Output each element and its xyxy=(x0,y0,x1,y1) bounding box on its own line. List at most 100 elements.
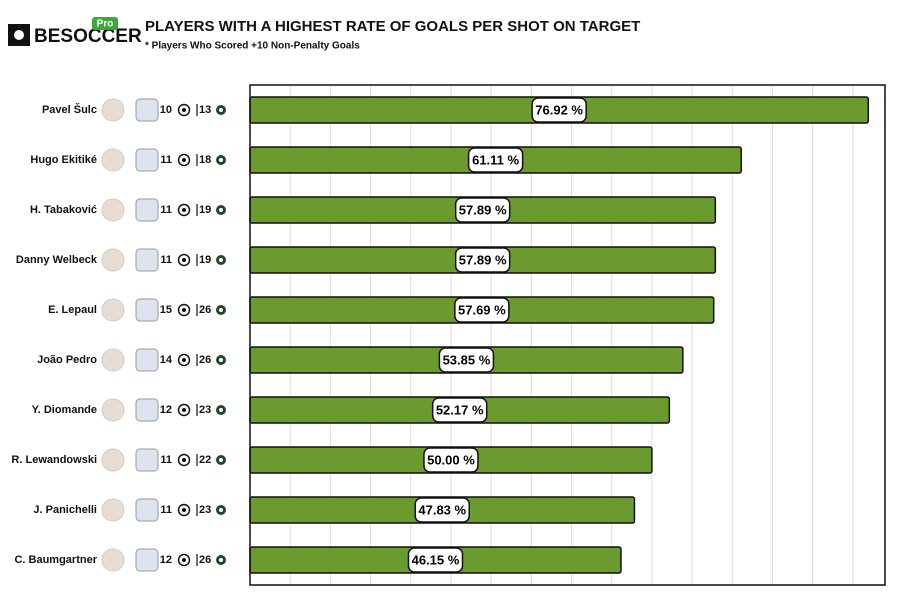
value-label-bg xyxy=(431,397,488,423)
shots-on-target: 13 xyxy=(199,104,211,116)
player-name: Y. Diomande xyxy=(32,404,97,416)
player-name: R. Lewandowski xyxy=(11,454,97,466)
goals: 11 xyxy=(160,504,172,516)
player-photo xyxy=(101,348,125,372)
shot-icon-center xyxy=(219,208,223,212)
shots-on-target: 22 xyxy=(199,454,211,466)
player-name: João Pedro xyxy=(37,354,97,366)
value-label-bg xyxy=(454,297,510,323)
player-name: Danny Welbeck xyxy=(16,254,98,266)
ball-icon-center xyxy=(182,158,186,162)
value-label: 76.92 % xyxy=(535,102,583,117)
shots-on-target: 23 xyxy=(199,504,211,516)
ball-icon-center xyxy=(182,358,186,362)
ball-icon-center xyxy=(182,108,186,112)
value-label-bg xyxy=(414,497,470,523)
value-label-bg xyxy=(531,97,587,123)
row: J. Panichelli 11 23 47.83 % xyxy=(33,496,636,524)
club-logo xyxy=(135,248,159,272)
ball-icon-center xyxy=(182,508,186,512)
ball-icon-center xyxy=(182,408,186,412)
goals: 11 xyxy=(160,254,172,266)
shots-on-target: 26 xyxy=(199,304,211,316)
row: Hugo Ekitiké 11 18 61.11 % xyxy=(30,146,742,174)
goals: 12 xyxy=(160,554,172,566)
row: R. Lewandowski 11 22 50.00 % xyxy=(11,446,653,474)
player-photo xyxy=(101,298,125,322)
player-photo xyxy=(101,198,125,222)
shots-on-target: 23 xyxy=(199,404,211,416)
player-name: Hugo Ekitiké xyxy=(30,154,97,166)
value-label: 47.83 % xyxy=(418,502,466,517)
player-photo xyxy=(101,448,125,472)
value-label: 61.11 % xyxy=(472,152,519,167)
club-logo xyxy=(135,398,159,422)
row: C. Baumgartner 12 26 46.15 % xyxy=(14,546,622,574)
player-photo xyxy=(101,98,125,122)
shot-icon-center xyxy=(219,308,223,312)
player-photo xyxy=(101,398,125,422)
shots-on-target: 26 xyxy=(199,354,211,366)
club-logo xyxy=(135,348,159,372)
club-logo xyxy=(135,198,159,222)
club-logo xyxy=(135,298,159,322)
value-label: 50.00 % xyxy=(427,452,475,467)
row: E. Lepaul 15 26 57.69 % xyxy=(48,296,715,324)
player-name: J. Panichelli xyxy=(33,504,97,516)
plot-frame xyxy=(249,84,886,586)
goals: 11 xyxy=(160,204,172,216)
club-logo xyxy=(135,98,159,122)
value-label-bg xyxy=(454,247,511,273)
shot-icon-center xyxy=(219,108,223,112)
shot-icon-center xyxy=(219,508,223,512)
player-photo xyxy=(101,498,125,522)
value-label: 52.17 % xyxy=(436,402,484,417)
value-label: 53.85 % xyxy=(443,352,491,367)
chart-title: PLAYERS WITH A HIGHEST RATE OF GOALS PER… xyxy=(145,18,640,35)
value-label: 57.89 % xyxy=(459,252,507,267)
value-label: 57.69 % xyxy=(458,302,506,317)
shot-icon-center xyxy=(219,258,223,262)
brand-badge: Pro xyxy=(97,19,114,30)
player-name: C. Baumgartner xyxy=(14,554,97,566)
brand-badge-bg xyxy=(92,17,118,30)
row: João Pedro 14 26 53.85 % xyxy=(37,346,684,374)
shot-icon-center xyxy=(219,558,223,562)
ball-icon-center xyxy=(182,558,186,562)
value-label-bg xyxy=(454,197,511,223)
goals: 12 xyxy=(160,404,172,416)
player-photo xyxy=(101,548,125,572)
shots-on-target: 26 xyxy=(199,554,211,566)
shots-on-target: 19 xyxy=(199,254,211,266)
shot-icon-center xyxy=(219,358,223,362)
player-name: H. Tabaković xyxy=(30,204,97,216)
shots-on-target: 19 xyxy=(199,204,211,216)
goals: 11 xyxy=(160,154,172,166)
value-label-bg xyxy=(467,147,524,173)
ball-icon-center xyxy=(182,458,186,462)
player-photo xyxy=(101,248,125,272)
value-label: 57.89 % xyxy=(459,202,507,217)
club-logo xyxy=(135,548,159,572)
goals: 14 xyxy=(160,354,173,366)
goals: 10 xyxy=(160,104,172,116)
logo-icon-dot xyxy=(14,30,24,40)
shot-icon-center xyxy=(219,458,223,462)
goals: 15 xyxy=(160,304,172,316)
player-name: Pavel Šulc xyxy=(42,103,97,116)
shot-icon-center xyxy=(219,158,223,162)
goals: 11 xyxy=(160,454,172,466)
player-photo xyxy=(101,148,125,172)
row: Danny Welbeck 11 19 57.89 % xyxy=(16,246,717,274)
value-label: 46.15 % xyxy=(412,552,460,567)
ball-icon-center xyxy=(182,308,186,312)
row: Pavel Šulc 10 13 76.92 % xyxy=(42,96,870,124)
shot-icon-center xyxy=(219,408,223,412)
brand-name: BESOCCER xyxy=(34,26,142,47)
player-name: E. Lepaul xyxy=(48,304,97,316)
shots-on-target: 18 xyxy=(199,154,211,166)
value-label-bg xyxy=(407,547,464,573)
row: Y. Diomande 12 23 52.17 % xyxy=(32,396,671,424)
ball-icon-center xyxy=(182,208,186,212)
